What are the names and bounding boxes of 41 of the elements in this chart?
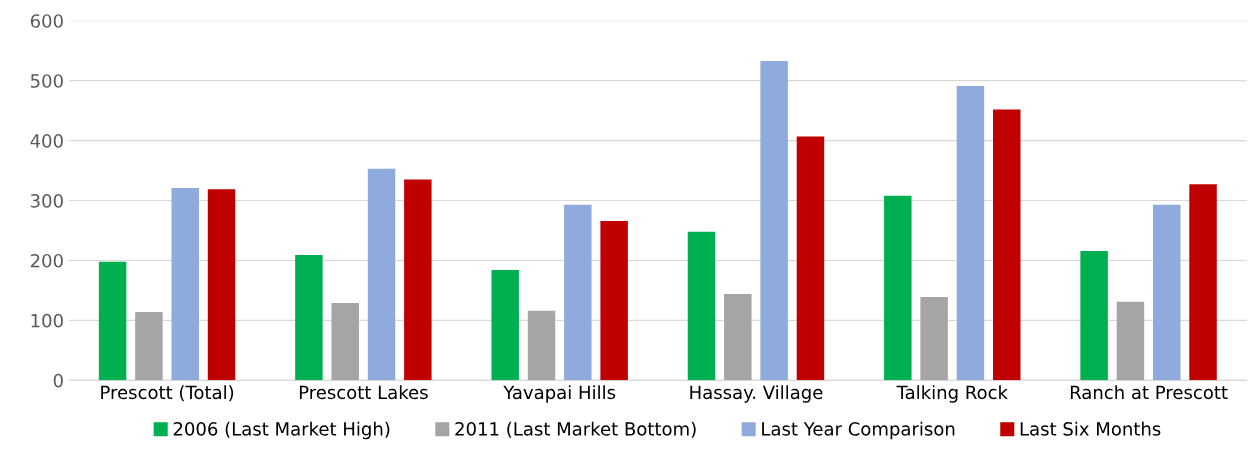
- legend-label: Last Six Months: [1020, 421, 1161, 436]
- bar: [884, 195, 912, 381]
- y-tick-label: 0: [53, 373, 63, 388]
- bar: [600, 220, 628, 381]
- bar: [491, 270, 519, 381]
- bar: [135, 312, 163, 381]
- x-tick-label: Prescott (Total): [101, 385, 234, 402]
- bar: [724, 294, 752, 381]
- legend-label: 2006 (Last Market High): [173, 421, 390, 440]
- bar: [796, 136, 825, 381]
- bar: [760, 60, 788, 381]
- legend-label: 2011 (Last Market Bottom): [455, 421, 696, 438]
- bar: [564, 204, 592, 381]
- bar: [207, 189, 236, 381]
- x-tick-label: Yavapai Hills: [503, 385, 616, 403]
- x-tick-label: Hassay. Village: [690, 385, 823, 403]
- x-tick-label: Talking Rock: [896, 385, 1008, 403]
- y-tick-label: 500: [30, 74, 63, 88]
- y-tick-label: 100: [31, 313, 63, 328]
- bar: [687, 231, 716, 381]
- bar: [1116, 301, 1145, 381]
- bar: [527, 310, 556, 381]
- bar: [98, 261, 127, 381]
- bar: [404, 179, 432, 381]
- x-tick-label: Ranch at Prescott: [1070, 385, 1228, 400]
- bar: [993, 109, 1021, 381]
- bar: [171, 187, 199, 381]
- y-tick-label: 300: [30, 193, 63, 208]
- y-tick-label: 400: [30, 134, 63, 148]
- bar: [1080, 250, 1108, 381]
- y-tick-label: 600: [30, 14, 63, 28]
- bar: [956, 86, 985, 381]
- bar: [367, 168, 396, 381]
- bar: [1153, 204, 1181, 381]
- bar: [920, 297, 948, 381]
- legend-label: Last Year Comparison: [762, 421, 955, 440]
- x-tick-label: Prescott Lakes: [299, 385, 428, 400]
- bar: [331, 303, 359, 381]
- y-tick-label: 200: [30, 253, 63, 268]
- bar: [1189, 184, 1217, 381]
- bar: [295, 255, 323, 381]
